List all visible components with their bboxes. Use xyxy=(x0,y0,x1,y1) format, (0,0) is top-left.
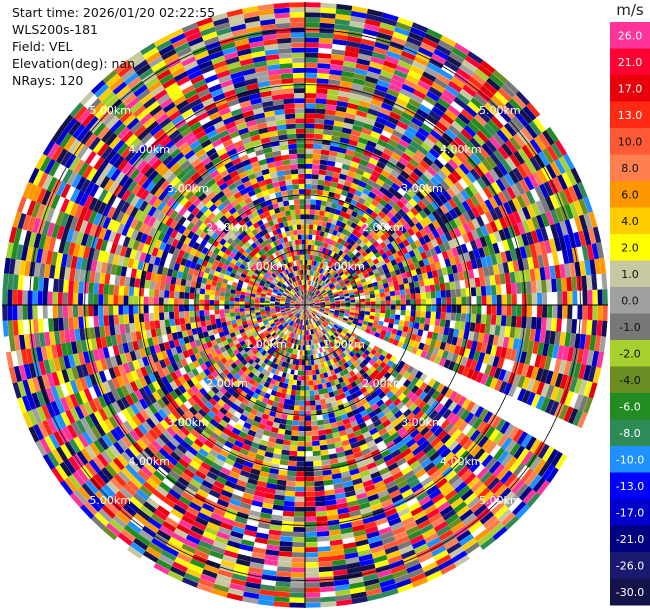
range-ring-label-5-45: 5.00km xyxy=(479,104,521,117)
range-ring-label-5-225: 5.00km xyxy=(89,494,131,507)
colorbar-cell-5 xyxy=(610,154,650,182)
range-ring-label-3-315: 3.00km xyxy=(167,182,209,195)
colorbar-tick-10: 0.0 xyxy=(621,294,639,307)
colorbar-tick-3: 13.0 xyxy=(618,109,643,122)
colorbar-cells: 26.0 21.0 17.0 13.0 10.0 8.0 6.0 4.0 2.0 1.0 0.0 -1… xyxy=(610,22,650,606)
colorbar-cell-6 xyxy=(610,181,650,208)
colorbar-tick-12: -2.0 xyxy=(619,347,640,360)
colorbar-tick-4: 10.0 xyxy=(618,135,643,148)
colorbar-cell-11 xyxy=(610,313,650,341)
colorbar-tick-20: -26.0 xyxy=(616,559,644,572)
colorbar-cell-1 xyxy=(610,48,650,76)
range-ring-label-4-225: 4.00km xyxy=(128,455,170,468)
colorbar-tick-16: -10.0 xyxy=(616,453,644,466)
colorbar-cell-9 xyxy=(610,260,650,288)
colorbar-tick-8: 2.0 xyxy=(621,241,639,254)
colorbar-tick-14: -6.0 xyxy=(619,400,640,413)
colorbar-unit: m/s xyxy=(616,1,644,19)
elevation-label: Elevation(deg): nan xyxy=(12,56,136,71)
colorbar-cell-7 xyxy=(610,207,650,235)
colorbar-tick-5: 8.0 xyxy=(621,162,639,175)
colorbar-cell-2 xyxy=(610,75,650,102)
gate-color-group-9 xyxy=(12,8,607,598)
range-ring-label-4-45: 4.00km xyxy=(440,143,482,156)
nrays-label: NRays: 120 xyxy=(12,73,84,88)
colorbar-tick-19: -21.0 xyxy=(616,533,644,546)
colorbar-cell-4 xyxy=(610,128,650,155)
colorbar-cell-16 xyxy=(610,446,650,473)
ppi-scan-plot: 1.00km 1.00km 1.00km 1.00km 2.00km 2.00km 2.00… xyxy=(2,2,608,608)
colorbar-cell-14 xyxy=(610,393,650,420)
range-ring-label-5-315: 5.00km xyxy=(89,104,131,117)
field-label: Field: VEL xyxy=(12,39,73,54)
instrument-label: WLS200s-181 xyxy=(12,22,98,37)
range-ring-label-1-135: 1.00km xyxy=(323,338,365,351)
range-ring-label-3-135: 3.00km xyxy=(401,416,443,429)
range-ring-label-4-315: 4.00km xyxy=(128,143,170,156)
colorbar-cell-12 xyxy=(610,340,650,367)
range-ring-label-1-225: 1.00km xyxy=(245,338,287,351)
colorbar-tick-7: 4.0 xyxy=(621,215,639,228)
colorbar-cell-20 xyxy=(610,552,650,579)
range-ring-label-3-225: 3.00km xyxy=(167,416,209,429)
colorbar-tick-11: -1.0 xyxy=(619,321,640,334)
colorbar: m/s 26.0 21.0 17.0 13.0 10.0 8.0 6.0 4.0 2.0 1.0 0… xyxy=(610,1,650,606)
gate-color-group-7 xyxy=(10,8,597,603)
colorbar-tick-2: 17.0 xyxy=(618,82,643,95)
gate-color-group-2 xyxy=(17,2,603,607)
colorbar-cell-10 xyxy=(610,287,650,314)
colorbar-tick-21: -30.0 xyxy=(616,586,644,599)
colorbar-tick-0: 26.0 xyxy=(618,29,643,42)
gate-color-group-16 xyxy=(7,21,593,593)
colorbar-cell-8 xyxy=(610,234,650,261)
range-ring-label-2-315: 2.00km xyxy=(206,221,248,234)
scan-info: Start time: 2026/01/20 02:22:55 WLS200s-… xyxy=(12,4,215,89)
gate-color-group-14 xyxy=(12,7,600,600)
range-ring-label-4-135: 4.00km xyxy=(440,455,482,468)
range-ring-labels: 1.00km 1.00km 1.00km 1.00km 2.00km 2.00km 2.00… xyxy=(89,104,520,507)
velocity-gates xyxy=(2,2,608,608)
range-ring-label-2-225: 2.00km xyxy=(206,377,248,390)
colorbar-cell-13 xyxy=(610,366,650,394)
colorbar-tick-18: -17.0 xyxy=(616,506,644,519)
range-ring-label-1-315: 1.00km xyxy=(245,260,287,273)
range-rings xyxy=(2,2,608,608)
range-ring-label-5-135: 5.00km xyxy=(479,494,521,507)
range-ring-label-1-45: 1.00km xyxy=(323,260,365,273)
range-ring-label-2-45: 2.00km xyxy=(362,221,404,234)
colorbar-tick-13: -4.0 xyxy=(619,374,640,387)
colorbar-cell-15 xyxy=(610,419,650,447)
start-time-label: Start time: 2026/01/20 02:22:55 xyxy=(12,5,216,20)
colorbar-tick-17: -13.0 xyxy=(616,480,644,493)
colorbar-cell-18 xyxy=(610,499,650,526)
colorbar-cell-17 xyxy=(610,472,650,500)
colorbar-cell-3 xyxy=(610,101,650,129)
colorbar-cell-0 xyxy=(610,22,650,49)
colorbar-tick-6: 6.0 xyxy=(621,188,639,201)
colorbar-tick-1: 21.0 xyxy=(618,56,643,69)
colorbar-cell-21 xyxy=(610,578,650,606)
range-ring-label-2-135: 2.00km xyxy=(362,377,404,390)
colorbar-cell-19 xyxy=(610,525,650,553)
colorbar-tick-15: -8.0 xyxy=(619,427,640,440)
range-ring-label-3-45: 3.00km xyxy=(401,182,443,195)
colorbar-tick-9: 1.0 xyxy=(621,268,639,281)
